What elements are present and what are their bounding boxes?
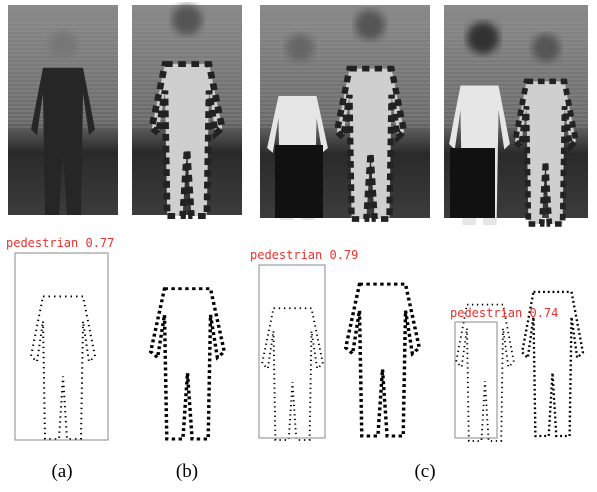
detection-box — [455, 322, 497, 438]
panel-caption: (a) — [51, 461, 72, 482]
detection-label: pedestrian 0.79 — [250, 248, 358, 262]
panel-caption: (c) — [414, 461, 435, 482]
photo-c2 — [444, 5, 588, 225]
figure: pedestrian 0.77 pedestrian 0.79 pedestri… — [0, 0, 597, 492]
detection-label: pedestrian 0.74 — [450, 306, 558, 320]
photo-a — [8, 5, 118, 215]
detection-box — [259, 265, 325, 438]
photo-b — [132, 5, 242, 216]
detection-label: pedestrian 0.77 — [6, 236, 114, 250]
panel-caption: (b) — [176, 461, 198, 482]
photo-c1 — [260, 5, 430, 220]
